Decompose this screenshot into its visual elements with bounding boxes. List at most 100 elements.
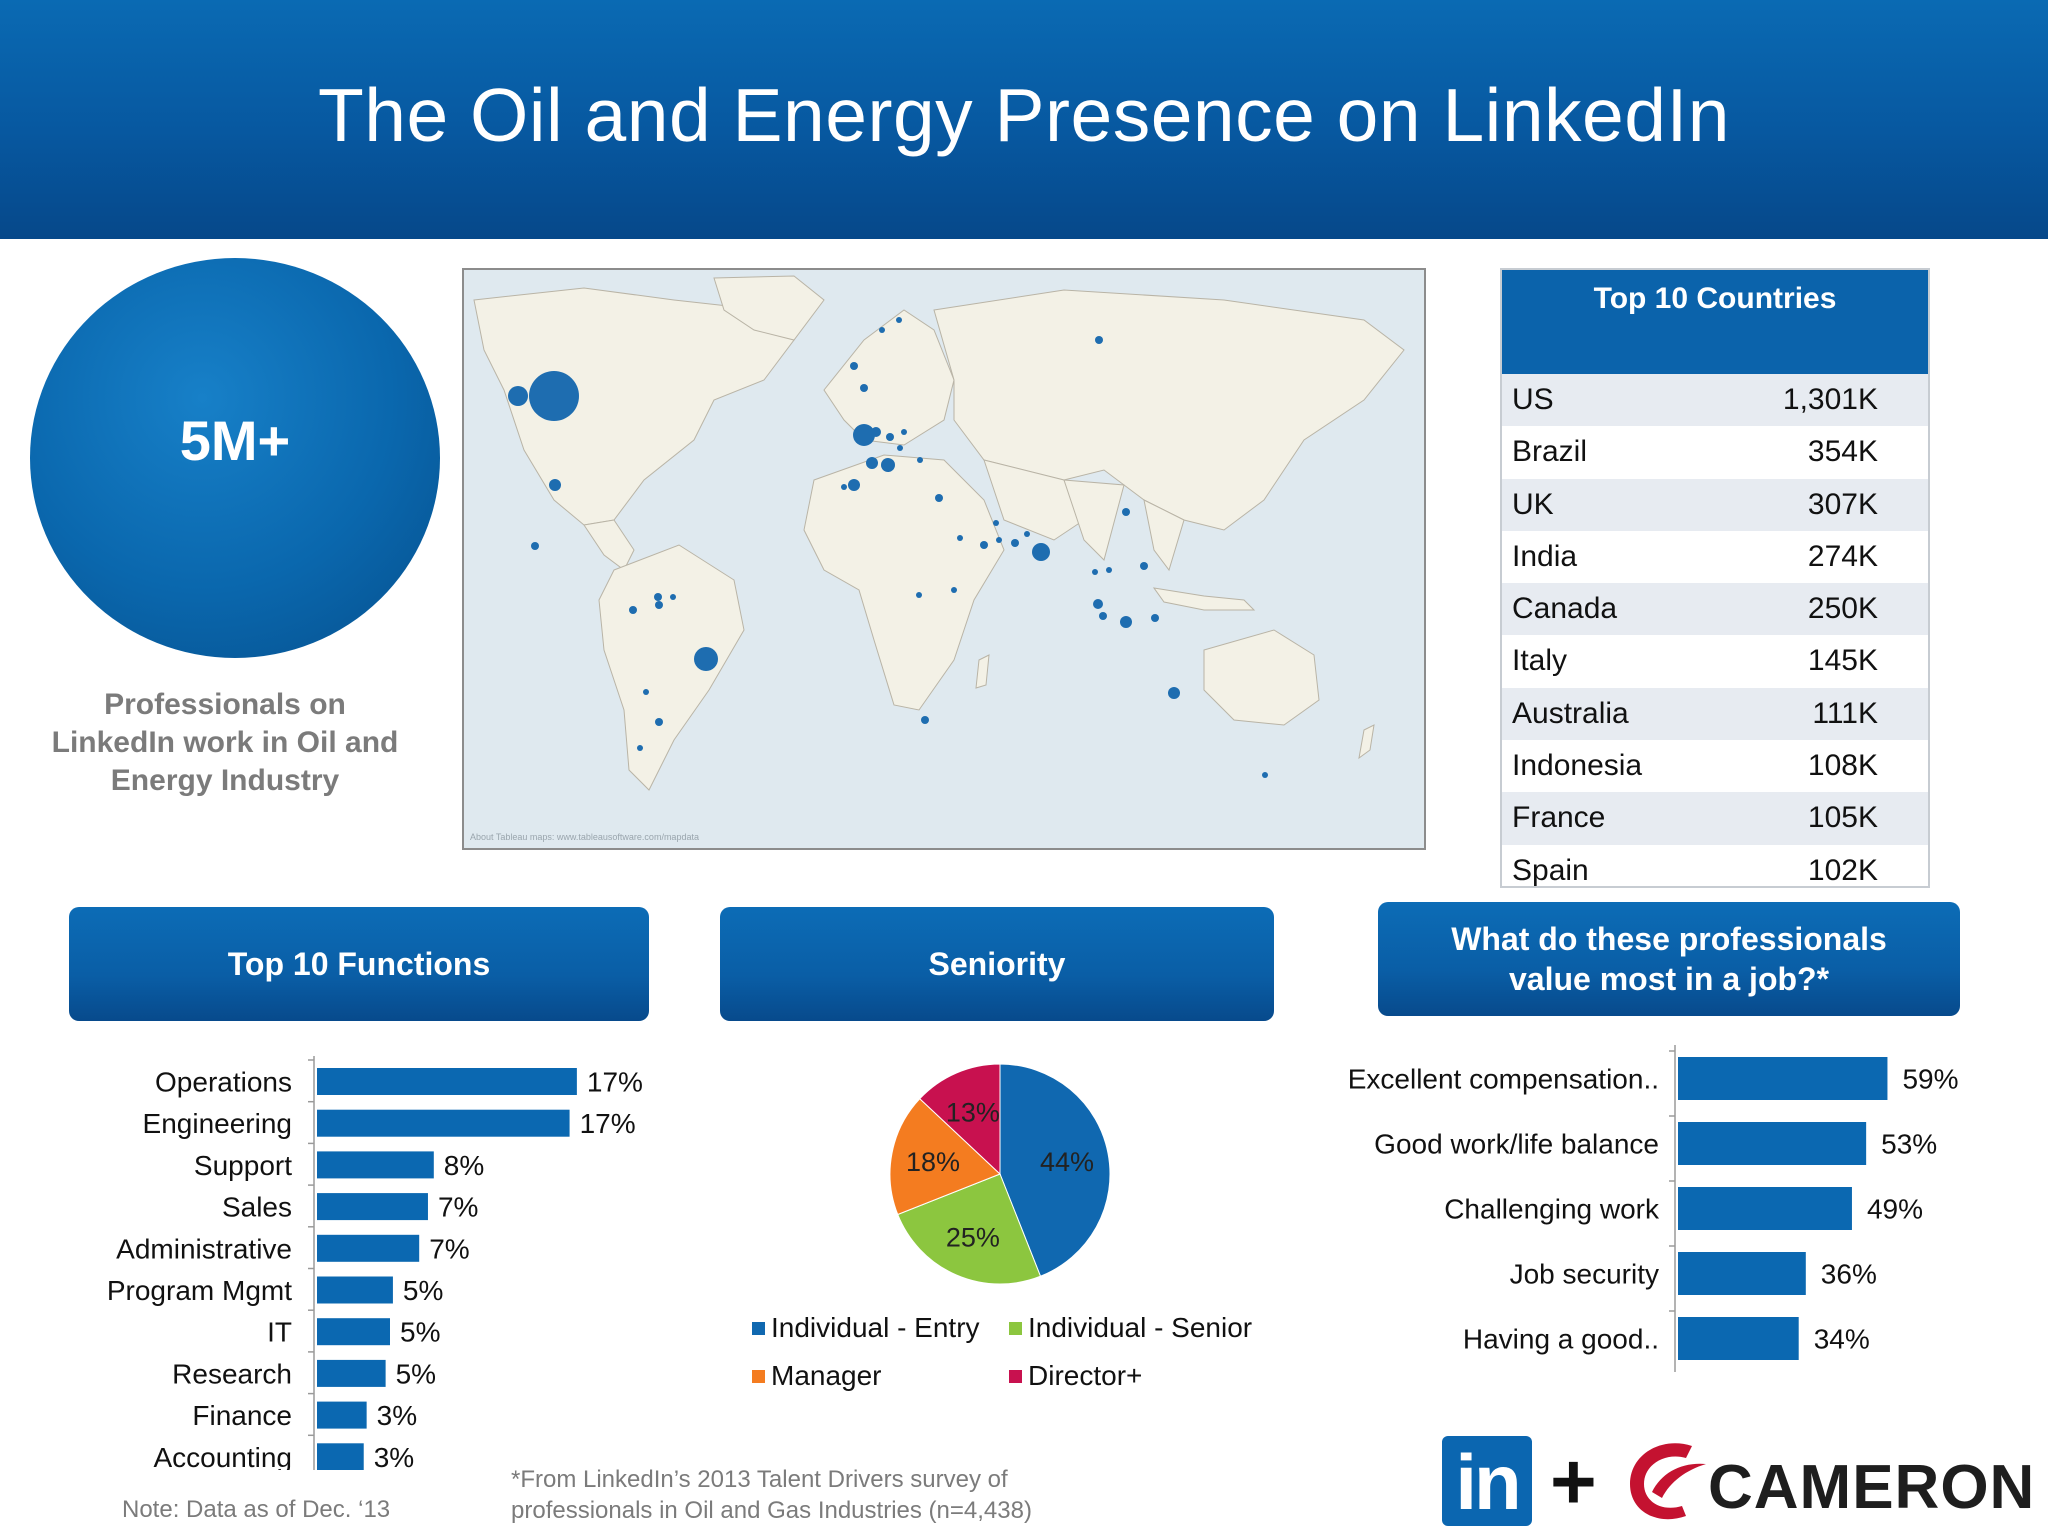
country-value: 105K bbox=[1807, 801, 1878, 835]
values-category-label: Having a good.. bbox=[1463, 1324, 1659, 1355]
footnote-line-2: professionals in Oil and Gas Industries … bbox=[511, 1497, 1032, 1524]
country-value: 145K bbox=[1807, 644, 1878, 678]
values-category-label: Challenging work bbox=[1444, 1194, 1660, 1225]
functions-bar bbox=[317, 1276, 393, 1304]
country-name: Italy bbox=[1512, 644, 1568, 678]
values-value-label: 49% bbox=[1867, 1194, 1923, 1225]
values-bar bbox=[1678, 1187, 1852, 1230]
functions-category-label: Support bbox=[194, 1150, 292, 1181]
footnote-line-1: *From LinkedIn’s 2013 Talent Drivers sur… bbox=[511, 1466, 1008, 1493]
values-value-label: 53% bbox=[1881, 1129, 1937, 1160]
world-map: About Tableau maps: www.tableausoftware.… bbox=[462, 268, 1426, 850]
header-banner: The Oil and Energy Presence on LinkedIn bbox=[0, 0, 2048, 239]
functions-value-label: 3% bbox=[374, 1442, 414, 1470]
values-value-label: 36% bbox=[1821, 1259, 1877, 1290]
values-category-label: Excellent compensation.. bbox=[1348, 1064, 1659, 1095]
legend-swatch-entry bbox=[752, 1322, 765, 1335]
functions-bar bbox=[317, 1109, 570, 1137]
functions-category-label: Finance bbox=[192, 1400, 292, 1431]
functions-category-label: Engineering bbox=[143, 1108, 292, 1139]
functions-category-label: Administrative bbox=[116, 1233, 292, 1264]
country-row: Indonesia 108K bbox=[1502, 740, 1928, 792]
pie-label: 25% bbox=[946, 1223, 1000, 1253]
map-credit: About Tableau maps: www.tableausoftware.… bbox=[470, 832, 699, 842]
functions-value-label: 5% bbox=[396, 1358, 436, 1389]
functions-panel-header: Top 10 Functions bbox=[69, 907, 649, 1021]
country-rows: US 1,301K Brazil 354K UK 307K India 274K Canada 2… bbox=[1502, 374, 1928, 897]
values-category-label: Job security bbox=[1510, 1259, 1659, 1290]
functions-category-label: Sales bbox=[222, 1192, 292, 1223]
country-value: 111K bbox=[1812, 696, 1878, 730]
pie-slice bbox=[999, 1063, 1111, 1277]
data-note: Note: Data as of Dec. ‘13 bbox=[122, 1496, 391, 1523]
functions-value-label: 7% bbox=[438, 1192, 478, 1223]
functions-value-label: 7% bbox=[429, 1233, 469, 1264]
values-chart: Excellent compensation.. 59% Good work/lif… bbox=[1348, 1045, 1958, 1372]
functions-value-label: 17% bbox=[580, 1108, 636, 1139]
headline-circle: 5M+ bbox=[30, 258, 440, 658]
headline-caption: Professionals on LinkedIn work in Oil an… bbox=[51, 688, 399, 797]
pie-slice bbox=[897, 1173, 1042, 1285]
functions-category-label: Program Mgmt bbox=[107, 1275, 292, 1306]
functions-category-label: IT bbox=[267, 1317, 292, 1348]
country-value: 1,301K bbox=[1782, 383, 1878, 416]
legend-item-senior: Individual - Senior bbox=[1009, 1312, 1252, 1344]
pie-label: 18% bbox=[906, 1147, 960, 1177]
values-panel-header: What do these professionals value most i… bbox=[1378, 902, 1960, 1016]
values-bar bbox=[1678, 1252, 1806, 1295]
legend-item-director: Director+ bbox=[1009, 1360, 1142, 1392]
country-row: France 105K bbox=[1502, 792, 1928, 845]
country-name: Canada bbox=[1512, 592, 1618, 626]
cameron-logo-text: CAMERON bbox=[1708, 1453, 2036, 1522]
country-row: Australia 111K bbox=[1502, 687, 1928, 741]
pie-slice bbox=[889, 1097, 1001, 1216]
country-value: 108K bbox=[1807, 749, 1878, 783]
functions-bar bbox=[317, 1068, 577, 1095]
pie-label: 13% bbox=[946, 1097, 1000, 1127]
functions-value-label: 5% bbox=[400, 1317, 440, 1348]
country-row: Canada 250K bbox=[1502, 583, 1928, 636]
values-bar bbox=[1678, 1317, 1799, 1360]
country-row: Brazil 354K bbox=[1502, 426, 1928, 478]
functions-chart: Operations 17% Engineering 17% Support 8% Sale… bbox=[107, 1056, 643, 1470]
country-name: India bbox=[1512, 539, 1578, 573]
country-value: 354K bbox=[1807, 435, 1878, 469]
country-row: UK 307K bbox=[1502, 478, 1928, 531]
values-category-label: Good work/life balance bbox=[1374, 1129, 1659, 1160]
values-bar bbox=[1678, 1057, 1888, 1100]
country-name: UK bbox=[1512, 487, 1554, 521]
survey-footnote: *From LinkedIn’s 2013 Talent Drivers sur… bbox=[511, 1464, 1032, 1526]
functions-bar bbox=[317, 1443, 364, 1470]
map-markers bbox=[529, 371, 579, 421]
country-row: Italy 145K bbox=[1502, 635, 1928, 687]
functions-bar bbox=[317, 1234, 420, 1262]
values-value-label: 34% bbox=[1814, 1324, 1870, 1355]
functions-bar bbox=[317, 1318, 390, 1346]
legend-swatch-manager bbox=[752, 1370, 765, 1383]
legend-label-senior: Individual - Senior bbox=[1028, 1312, 1253, 1343]
functions-value-label: 8% bbox=[444, 1150, 484, 1181]
country-name: Australia bbox=[1512, 696, 1629, 730]
headline-value: 5M+ bbox=[179, 409, 291, 472]
map-marker-us bbox=[529, 371, 579, 421]
functions-value-label: 3% bbox=[377, 1400, 417, 1431]
country-name: Indonesia bbox=[1512, 749, 1643, 783]
country-row: US 1,301K bbox=[1502, 374, 1928, 427]
functions-category-label: Accounting bbox=[153, 1442, 292, 1470]
plus-sign: + bbox=[1550, 1437, 1597, 1526]
world-map-graphic bbox=[464, 270, 1424, 848]
linkedin-logo: in bbox=[1442, 1436, 1532, 1526]
pie-slice bbox=[919, 1063, 1001, 1176]
country-value: 274K bbox=[1807, 539, 1878, 573]
values-bar bbox=[1678, 1122, 1867, 1165]
functions-bar bbox=[317, 1193, 428, 1221]
country-name: Spain bbox=[1512, 853, 1589, 887]
country-value: 250K bbox=[1807, 592, 1878, 626]
legend-label-manager: Manager bbox=[771, 1360, 882, 1391]
country-value: 307K bbox=[1807, 487, 1878, 521]
functions-value-label: 17% bbox=[587, 1067, 643, 1098]
country-name: US bbox=[1512, 383, 1554, 416]
seniority-pie: 44% 25% 18% 13% bbox=[889, 1063, 1111, 1285]
legend-label-entry: Individual - Entry bbox=[771, 1312, 980, 1343]
legend-swatch-director bbox=[1009, 1370, 1022, 1383]
